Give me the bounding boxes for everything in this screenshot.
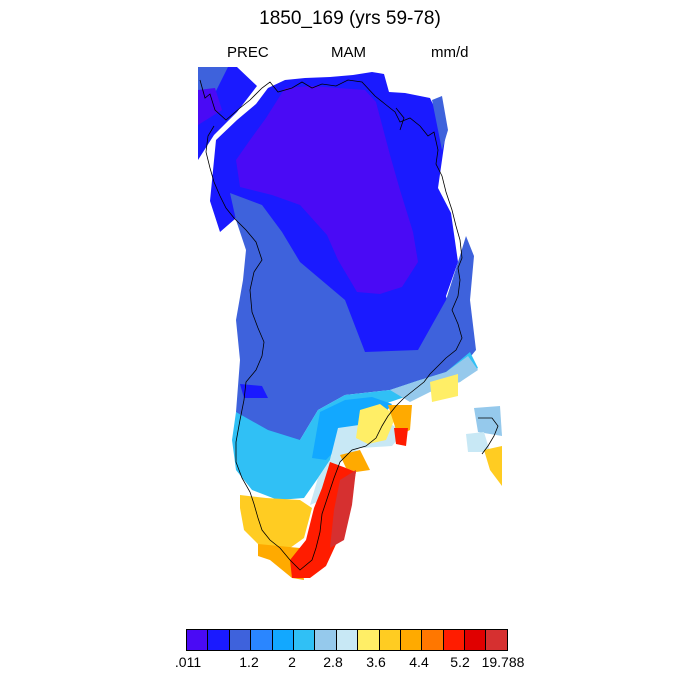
coastline-main — [199, 79, 463, 571]
colorbar-tick-label: 2.8 — [323, 654, 343, 670]
colorbar-box-9 — [378, 629, 401, 651]
region-coast-red2 — [394, 428, 408, 446]
plot-title: 1850_169 (yrs 59-78) — [259, 8, 441, 29]
region-coast-brick — [330, 470, 356, 548]
coastline-north-fjord — [395, 107, 405, 131]
region-se-paleblue — [390, 356, 478, 402]
colorbar-box-2 — [228, 629, 252, 651]
coastline — [199, 79, 499, 571]
colorbar-box-0 — [186, 629, 209, 651]
region-west-slope — [230, 193, 476, 444]
variable-label: PREC — [227, 44, 269, 61]
region-nw-purple — [198, 88, 222, 125]
colorbar-box-6 — [314, 629, 337, 651]
colorbar-tick-label: 1.2 — [239, 654, 259, 670]
colorbar-box-12 — [442, 629, 466, 651]
colorbar-box-8 — [357, 629, 380, 651]
colorbar-tick-label: 19.788 — [481, 654, 525, 670]
colorbar-tick-label: 2 — [288, 654, 296, 670]
colorbar — [186, 629, 508, 651]
colorbar-box-7 — [335, 629, 359, 651]
region-south-paleband — [310, 420, 404, 505]
colorbar-tick-label: 4.4 — [409, 654, 429, 670]
colorbar-box-3 — [250, 629, 273, 651]
region-se-yellow — [430, 374, 458, 402]
region-east-edge-blue — [432, 96, 448, 150]
season-label: MAM — [331, 44, 366, 61]
colorbar-box-11 — [421, 629, 444, 651]
region-orange-band — [240, 495, 312, 548]
units-label: mm/d — [431, 44, 469, 61]
region-east-island-orange — [484, 446, 502, 486]
region-interior-core — [236, 86, 418, 294]
coastline-east-island — [478, 417, 499, 455]
region-coast-orange — [340, 450, 370, 472]
colorbar-tick-label: 5.2 — [450, 654, 470, 670]
colorbar-box-5 — [292, 629, 316, 651]
region-west-dark — [240, 384, 268, 398]
colorbar-box-13 — [464, 629, 487, 651]
colorbar-box-14 — [485, 629, 508, 651]
colorbar-tick-label: .011 — [174, 654, 202, 670]
colorbar-box-4 — [271, 629, 294, 651]
region-yellow-band — [356, 404, 396, 444]
colorbar-tick-label: 3.6 — [366, 654, 386, 670]
colorbar-box-10 — [399, 629, 423, 651]
greenland-precip-field — [198, 67, 502, 580]
region-east-island-lightblue — [474, 406, 502, 436]
colorbar-box-1 — [207, 629, 230, 651]
region-east-island-pale — [466, 432, 490, 452]
